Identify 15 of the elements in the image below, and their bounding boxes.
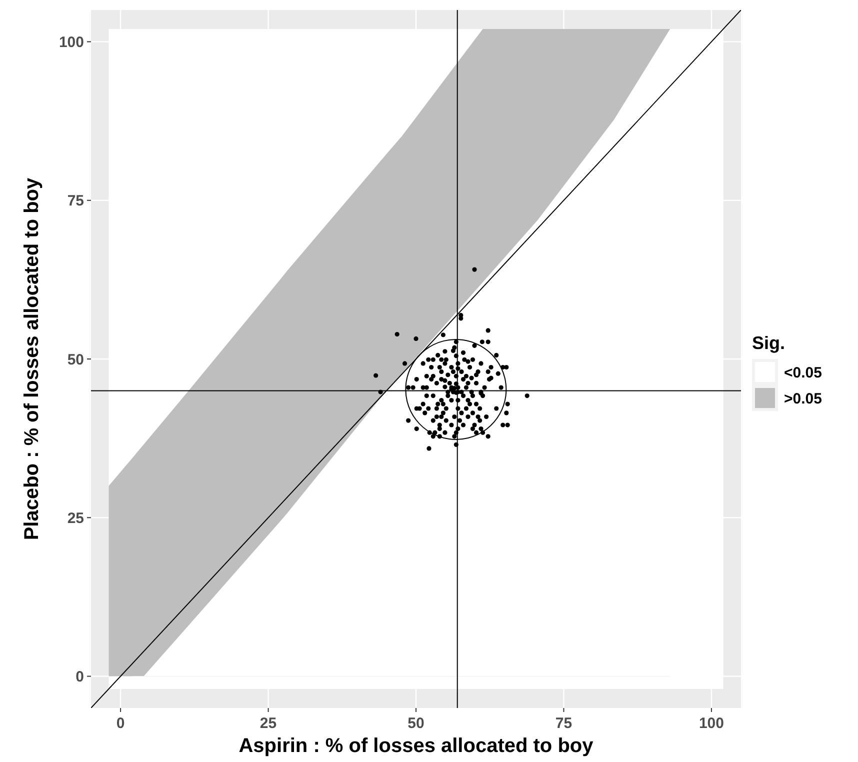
x-tick-label: 75	[555, 715, 572, 732]
y-tick-label: 50	[67, 351, 84, 368]
y-tick-label: 100	[58, 34, 84, 51]
y-tick-label: 75	[67, 192, 84, 210]
y-tick-label: 0	[76, 668, 84, 686]
x-tick-label: 100	[698, 715, 724, 732]
legend-label: <0.05	[784, 364, 822, 382]
x-tick-label: 0	[116, 715, 125, 732]
legend-label: >0.05	[784, 390, 822, 408]
x-tick-label: 50	[408, 715, 424, 732]
legend-title: Sig.	[752, 333, 786, 353]
y-tick-label: 25	[67, 510, 84, 527]
y-axis-title: Placebo : % of losses allocated to boy	[21, 176, 43, 540]
x-axis-title: Aspirin : % of losses allocated to boy	[238, 735, 594, 757]
x-tick-label: 25	[260, 715, 277, 732]
